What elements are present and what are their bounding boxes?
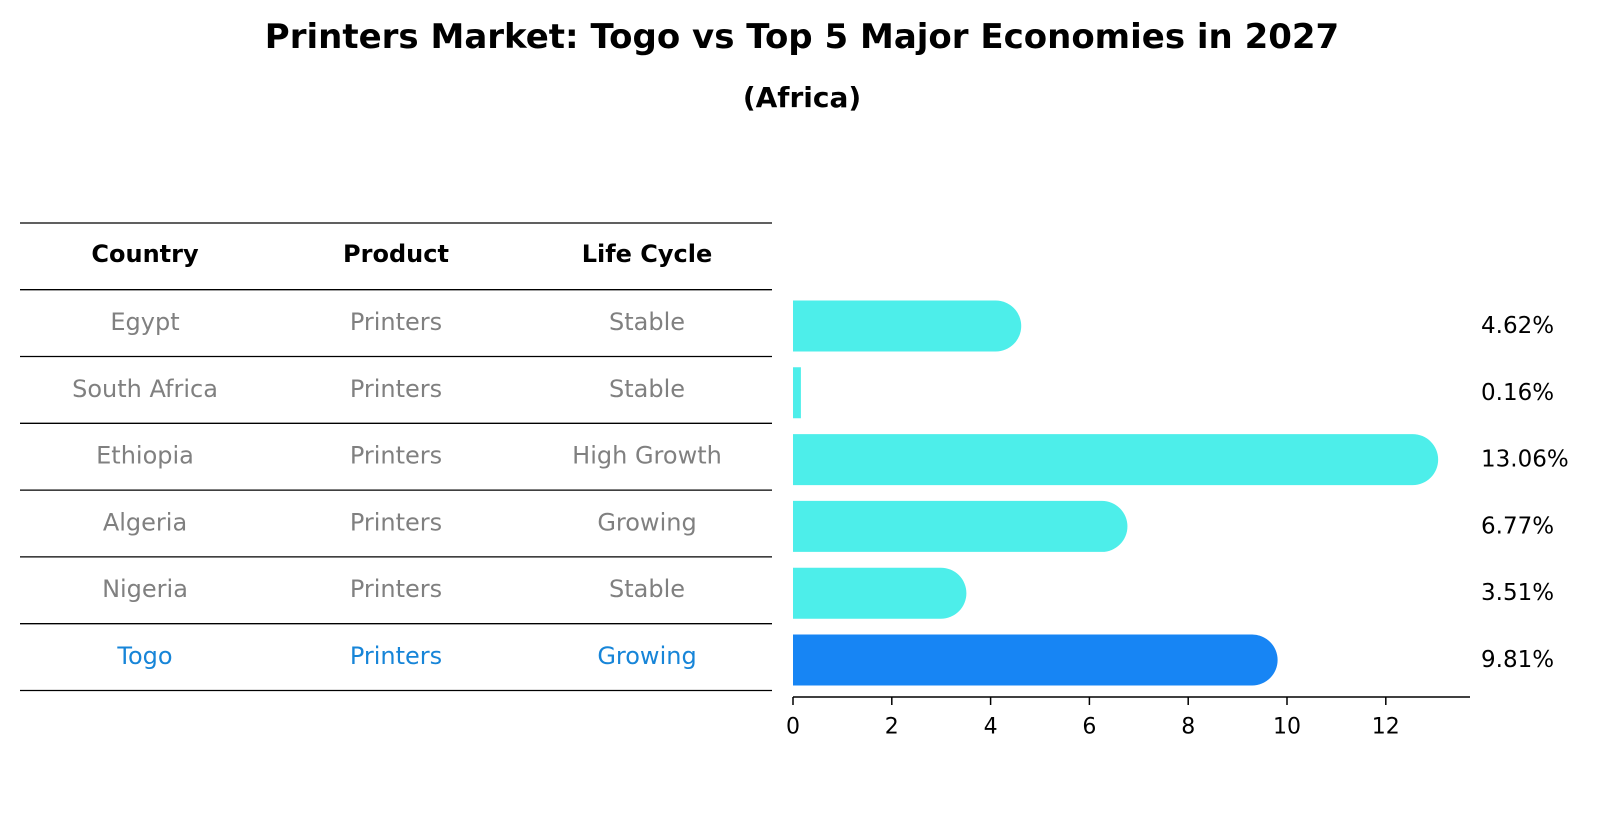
bar — [793, 367, 801, 419]
table-cell: Stable — [609, 308, 685, 336]
bar — [793, 567, 967, 619]
bar — [793, 300, 1022, 352]
x-tick-label: 8 — [1181, 715, 1195, 740]
bar — [793, 500, 1128, 552]
table-cell: Stable — [609, 375, 685, 403]
table-cell: Printers — [350, 442, 442, 470]
x-tick-label: 4 — [984, 715, 998, 740]
table-cell: Togo — [116, 642, 172, 670]
table-cell: Nigeria — [102, 575, 188, 603]
table-cell: Printers — [350, 642, 442, 670]
table-header: Product — [343, 240, 449, 268]
value-label: 9.81% — [1481, 647, 1554, 673]
table-cell: Growing — [597, 508, 696, 536]
value-label: 4.62% — [1481, 313, 1554, 339]
table-header: Country — [91, 240, 199, 268]
x-tick-label: 12 — [1372, 715, 1400, 740]
x-tick-label: 6 — [1082, 715, 1096, 740]
table-cell: Growing — [597, 642, 696, 670]
value-label: 6.77% — [1481, 513, 1554, 539]
table-cell: Egypt — [110, 308, 179, 336]
value-label: 3.51% — [1481, 580, 1554, 606]
x-tick-label: 10 — [1273, 715, 1301, 740]
table-cell: Printers — [350, 575, 442, 603]
table-cell: Algeria — [103, 508, 187, 536]
table-cell: South Africa — [72, 375, 218, 403]
value-label: 0.16% — [1481, 380, 1554, 406]
table-cell: Printers — [350, 308, 442, 336]
value-label: 13.06% — [1481, 447, 1569, 473]
bar — [793, 434, 1439, 486]
table-cell: Printers — [350, 508, 442, 536]
chart-title: Printers Market: Togo vs Top 5 Major Eco… — [264, 17, 1340, 57]
table-cell: Printers — [350, 375, 442, 403]
bar-highlight — [793, 634, 1278, 686]
table-cell: Ethiopia — [96, 442, 194, 470]
table-header: Life Cycle — [582, 240, 713, 268]
x-tick-label: 0 — [786, 715, 800, 740]
x-tick-label: 2 — [885, 715, 899, 740]
table-cell: Stable — [609, 575, 685, 603]
chart-subtitle: (Africa) — [742, 81, 862, 114]
table-cell: High Growth — [572, 442, 722, 470]
